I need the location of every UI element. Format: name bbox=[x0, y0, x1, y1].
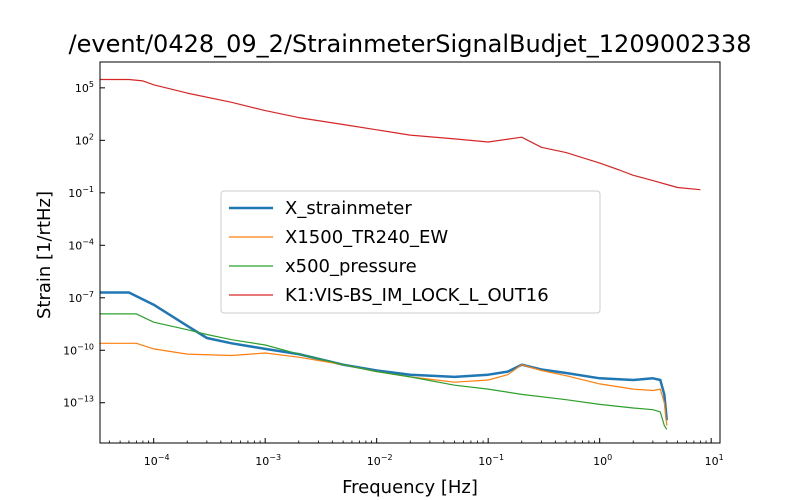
x-tick-label-1: 10−3 bbox=[255, 453, 281, 468]
y-tick-label-4: 10−1 bbox=[68, 185, 94, 200]
y-tick-label-6: 105 bbox=[75, 80, 94, 95]
chart-title: /event/0428_09_2/StrainmeterSignalBudjet… bbox=[69, 30, 752, 58]
x-tick-label-4: 100 bbox=[593, 453, 612, 468]
legend-box bbox=[220, 190, 601, 314]
x-tick-label-5: 101 bbox=[705, 453, 724, 468]
legend-label-2: x500_pressure bbox=[285, 256, 417, 277]
y-tick-label-3: 10−4 bbox=[68, 237, 94, 252]
y-tick-label-2: 10−7 bbox=[68, 290, 94, 305]
legend: X_strainmeter X1500_TR240_EW x500_pressure… bbox=[220, 190, 601, 314]
legend-label-1: X1500_TR240_EW bbox=[285, 227, 448, 248]
series-line-1 bbox=[100, 342, 668, 426]
legend-label-0: X_strainmeter bbox=[285, 198, 412, 219]
x-axis-label: Frequency [Hz] bbox=[342, 477, 478, 498]
series-line-3 bbox=[100, 78, 701, 191]
x-tick-label-3: 10−1 bbox=[478, 453, 504, 468]
x-tick-label-2: 10−2 bbox=[367, 453, 393, 468]
y-tick-label-0: 10−13 bbox=[63, 395, 94, 410]
legend-label-3: K1:VIS-BS_IM_LOCK_L_OUT16 bbox=[285, 285, 549, 306]
series-line-0 bbox=[100, 291, 669, 421]
y-tick-label-5: 102 bbox=[75, 132, 94, 147]
y-tick-label-1: 10−10 bbox=[63, 342, 94, 357]
plot-area bbox=[100, 78, 701, 430]
y-axis-label: Strain [1/rtHz] bbox=[34, 191, 55, 319]
x-tick-label-0: 10−4 bbox=[144, 453, 170, 468]
axis-ticks: 10−4 10−3 10−2 10−1 100 101 10−13 10−10 10−7 10−4… bbox=[63, 80, 724, 468]
series-line-2 bbox=[100, 313, 668, 430]
